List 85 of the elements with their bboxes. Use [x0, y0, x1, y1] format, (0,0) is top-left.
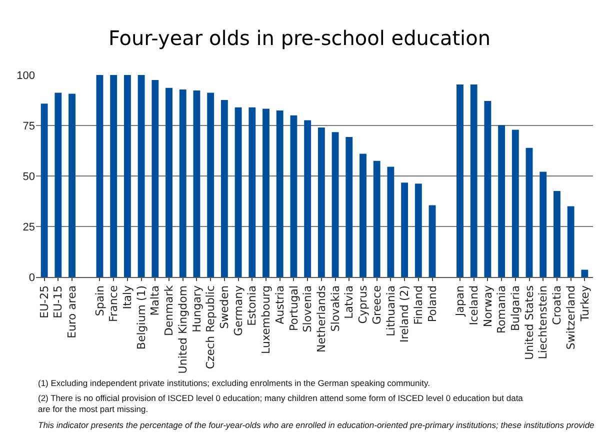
x-tick-label: Hungary: [190, 284, 204, 332]
x-tick-label: Spain: [93, 285, 106, 316]
x-tick-label: Czech Republic: [204, 285, 218, 370]
x-tick-label: Italy: [121, 284, 134, 310]
bar: [124, 75, 131, 277]
x-tick-label: Latvia: [342, 285, 356, 319]
bar: [220, 100, 228, 277]
x-tick-label: Slovakia: [328, 285, 342, 332]
x-tick-label: Norway: [481, 284, 494, 328]
x-tick-label: Germany: [232, 284, 245, 336]
bar: [581, 270, 588, 277]
x-tick-label: Turkey: [578, 284, 592, 322]
bar: [428, 205, 436, 277]
x-tick-label: Luxembourg: [260, 285, 273, 354]
x-tick-label: Belgium (1): [134, 285, 148, 350]
x-tick-label: Iceland: [467, 285, 480, 326]
x-tick-label: EU-25: [38, 285, 51, 318]
bar: [138, 75, 145, 277]
y-tick-label: 25: [22, 221, 35, 234]
y-tick-label: 100: [16, 70, 35, 82]
bar: [96, 75, 104, 277]
bar: [207, 92, 214, 277]
bar: [110, 75, 118, 277]
bar: [276, 110, 284, 277]
bar: [484, 101, 492, 277]
x-tick-label: United States: [522, 285, 536, 360]
x-tick-label: Croatia: [550, 285, 564, 325]
x-tick-label: Sweden: [218, 285, 232, 329]
text: (2) There is no official provision of ISCED level 0 education; many children attend some form of ISCED level 0 education but data are for the most part missing.: [38, 393, 524, 414]
bar: [456, 84, 464, 277]
bar: [304, 120, 312, 277]
bar: [567, 206, 574, 277]
x-tick-label: Finland: [412, 285, 425, 325]
bar: [512, 130, 519, 277]
bar: [179, 90, 186, 277]
x-tick-label: Portugal: [287, 285, 300, 331]
x-tick-label: Greece: [370, 285, 384, 325]
x-tick-label: EU-15: [52, 285, 65, 318]
x-tick-label: Netherlands: [315, 285, 328, 352]
bar: [401, 182, 408, 277]
bar: [540, 172, 547, 277]
x-tick-label: Ireland (2): [398, 285, 412, 343]
x-tick-label: Austria: [273, 285, 286, 324]
text: This indicator presents the percentage of the four-year-olds who are enrolled in education-oriented pre-primary institutions; these institutions provide: [38, 420, 595, 430]
x-tick-label: Denmark: [162, 284, 176, 336]
y-tick-label: 0: [28, 272, 35, 284]
y-tick-label: 50: [22, 170, 35, 183]
x-tick-label: Euro area: [66, 285, 79, 338]
x-tick-label: Romania: [495, 285, 508, 334]
bar: [54, 92, 62, 277]
x-tick-label: Estonia: [246, 285, 259, 326]
bar: [262, 108, 270, 277]
x-tick-label: Poland: [426, 285, 439, 322]
bar: [152, 80, 159, 277]
bar: [68, 94, 76, 277]
x-tick-label: Bulgaria: [508, 285, 522, 332]
bar: [193, 90, 200, 277]
bar: [234, 107, 242, 277]
bar: [414, 184, 422, 277]
bar: [498, 125, 506, 277]
x-tick-label: France: [107, 285, 120, 322]
bar: [387, 166, 394, 277]
x-tick-label: Malta: [148, 285, 162, 316]
x-tick-label: Slovenia: [301, 285, 314, 332]
x-tick-label: Switzerland: [564, 285, 578, 350]
text: (1) Excluding independent private institutions; excluding enrolments in the German speaking community.: [38, 378, 430, 388]
x-tick-label: United Kingdom: [176, 285, 190, 374]
chart-title: Four-year olds in pre-school education: [108, 26, 491, 50]
x-tick-label: Japan: [454, 285, 467, 318]
bar: [166, 88, 172, 277]
bar: [554, 190, 560, 277]
bar: [290, 115, 298, 277]
bar: [248, 107, 256, 277]
bar: [40, 104, 48, 277]
bar: [360, 154, 366, 277]
x-tick-label: Liechtenstein: [536, 285, 550, 360]
bar: [346, 137, 353, 277]
x-tick-label: Cyprus: [356, 285, 370, 324]
bar: [332, 132, 339, 277]
bar: [373, 160, 380, 277]
x-tick-label: Lithuania: [384, 285, 398, 336]
y-tick-label: 75: [22, 120, 35, 132]
bar: [470, 84, 478, 277]
bar: [318, 128, 325, 277]
bar: [526, 148, 533, 277]
